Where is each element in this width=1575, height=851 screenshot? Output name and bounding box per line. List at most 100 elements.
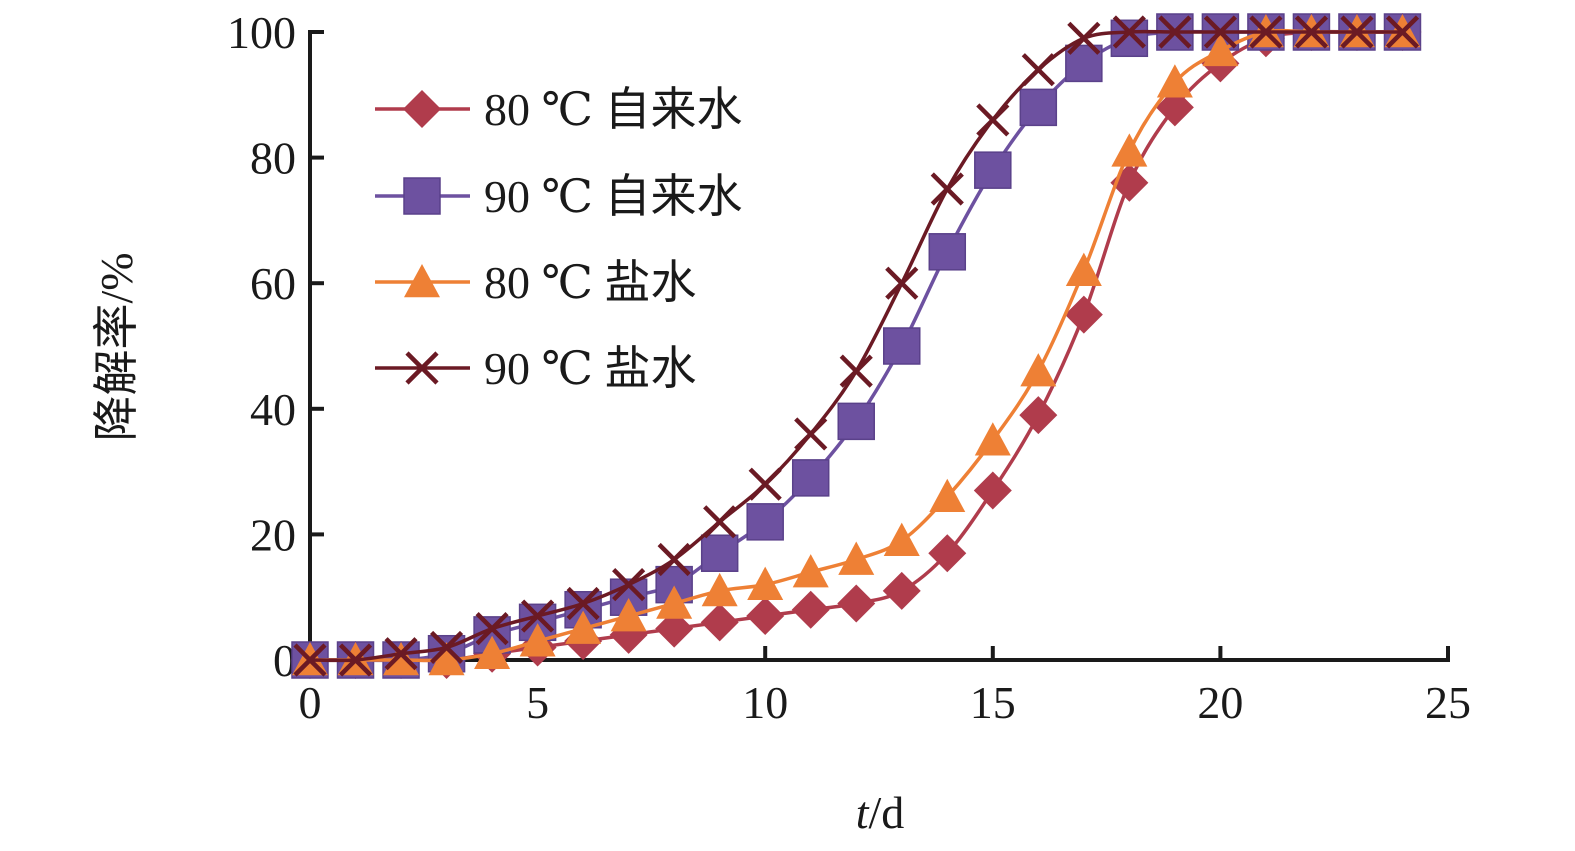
series-4 bbox=[293, 15, 1420, 677]
series-4-point-stroke bbox=[1067, 21, 1101, 55]
series-4-point bbox=[1158, 15, 1192, 49]
series-4-point-stroke bbox=[521, 599, 555, 633]
series-2-point bbox=[1110, 19, 1149, 58]
series-3-point bbox=[1111, 133, 1148, 167]
series-1-point bbox=[700, 603, 739, 642]
legend-label: 90 ℃ 盐水 bbox=[484, 343, 696, 394]
series-4-point-stroke bbox=[429, 630, 464, 665]
legend-item-1: 80 ℃ 自来水 bbox=[375, 84, 742, 135]
series-4-point bbox=[1067, 21, 1101, 55]
y-tick-label: 40 bbox=[250, 384, 296, 435]
series-4-point bbox=[1249, 15, 1283, 49]
legend-label: 80 ℃ 盐水 bbox=[484, 257, 696, 308]
series-1-point bbox=[1155, 88, 1194, 127]
series-4-point-stroke bbox=[976, 103, 1010, 137]
series-4-point-stroke bbox=[1249, 15, 1283, 49]
series-3-point bbox=[701, 572, 738, 607]
x-tick-label: 0 bbox=[299, 677, 322, 728]
series-2-point bbox=[746, 503, 784, 541]
series-4-point-stroke bbox=[703, 505, 737, 539]
series-3-point bbox=[883, 522, 920, 556]
x-axis-title-unit: /d bbox=[869, 787, 905, 838]
series-4-point-stroke bbox=[566, 586, 600, 621]
x-tick-label: 15 bbox=[970, 677, 1016, 728]
series-4-point-stroke bbox=[885, 266, 919, 300]
series-1-point bbox=[655, 609, 694, 648]
series-3-point bbox=[565, 610, 602, 644]
series-4-point-stroke bbox=[338, 643, 373, 677]
legend: 80 ℃ 自来水 90 ℃ 自来水 80 ℃ 盐水 90 ℃ 盐水 bbox=[375, 84, 742, 394]
series-4-point bbox=[930, 172, 964, 206]
series-4-point-stroke bbox=[1158, 15, 1192, 49]
series-4-point bbox=[748, 467, 782, 501]
series-4-point bbox=[885, 266, 919, 300]
series-1-point bbox=[882, 571, 921, 610]
legend-item-4: 90 ℃ 盐水 bbox=[375, 343, 696, 394]
series-4-point-stroke bbox=[293, 643, 327, 677]
series-1-point bbox=[746, 597, 785, 636]
legend-item-2: 90 ℃ 自来水 bbox=[375, 171, 742, 222]
series-4-point-stroke bbox=[1112, 15, 1146, 49]
series-2-point bbox=[837, 402, 875, 441]
series-3-point bbox=[1156, 64, 1193, 98]
y-tick-label: 0 bbox=[273, 635, 296, 686]
series-4-point bbox=[976, 103, 1010, 137]
series-2-point bbox=[1019, 88, 1058, 127]
series-1-point bbox=[791, 590, 830, 629]
x-tick-label: 10 bbox=[742, 677, 788, 728]
series-3-point bbox=[1202, 32, 1239, 67]
legend-marker bbox=[403, 90, 441, 128]
x-axis-title: t/d bbox=[856, 787, 905, 838]
series-3-point bbox=[474, 635, 511, 670]
series-1-point bbox=[1019, 396, 1058, 435]
series-3-point bbox=[656, 585, 693, 619]
series-4-point-stroke bbox=[1294, 15, 1329, 49]
legend-label: 80 ℃ 自来水 bbox=[484, 84, 742, 135]
y-axis-title: 降解率/% bbox=[91, 252, 142, 441]
series-1-point bbox=[837, 584, 876, 623]
series-4-point-stroke bbox=[657, 542, 691, 577]
series-4-point-stroke bbox=[612, 568, 646, 602]
legend-marker bbox=[403, 177, 441, 215]
series-4-point bbox=[1203, 15, 1237, 49]
series-1-point bbox=[928, 534, 967, 573]
series-2-point bbox=[883, 327, 921, 365]
series-4-point bbox=[657, 542, 691, 577]
series-3-point bbox=[792, 554, 829, 588]
series-4-point-stroke bbox=[794, 417, 828, 451]
x-axis-title-variable: t bbox=[856, 787, 870, 838]
series-3-point bbox=[974, 422, 1011, 456]
series-4-point-stroke bbox=[1021, 53, 1055, 87]
series-4-point bbox=[384, 637, 418, 671]
series-3-point bbox=[519, 623, 556, 657]
series-4-point bbox=[521, 599, 555, 633]
series-4-point-stroke bbox=[384, 637, 418, 671]
series-1-point bbox=[973, 471, 1012, 510]
series-4-point-stroke bbox=[1340, 15, 1374, 49]
legend-label: 90 ℃ 自来水 bbox=[484, 171, 742, 222]
series-4-point bbox=[566, 586, 600, 621]
series-4-point-stroke bbox=[748, 467, 782, 501]
x-tick-label: 25 bbox=[1425, 677, 1471, 728]
series-4-point-stroke bbox=[1385, 15, 1420, 49]
series-4-point bbox=[429, 630, 464, 665]
series-4-point bbox=[839, 354, 873, 388]
series-layer bbox=[291, 13, 1422, 679]
y-tick-label: 20 bbox=[250, 509, 296, 560]
series-1-point bbox=[1064, 295, 1103, 334]
series-4-point bbox=[1021, 53, 1055, 87]
legend-marker bbox=[404, 264, 440, 298]
series-4-point bbox=[1112, 15, 1146, 49]
series-2-point bbox=[928, 233, 967, 271]
series-2 bbox=[291, 13, 1422, 679]
series-3-point bbox=[428, 642, 465, 676]
series-4-point-stroke bbox=[475, 612, 509, 646]
series-2-point bbox=[974, 151, 1012, 189]
series-4-point-stroke bbox=[839, 354, 873, 388]
x-tick-label: 20 bbox=[1197, 677, 1243, 728]
series-4-point bbox=[1340, 15, 1374, 49]
legend-marker bbox=[405, 351, 439, 385]
legend-marker-stroke bbox=[405, 351, 439, 385]
series-3-point bbox=[929, 478, 966, 513]
